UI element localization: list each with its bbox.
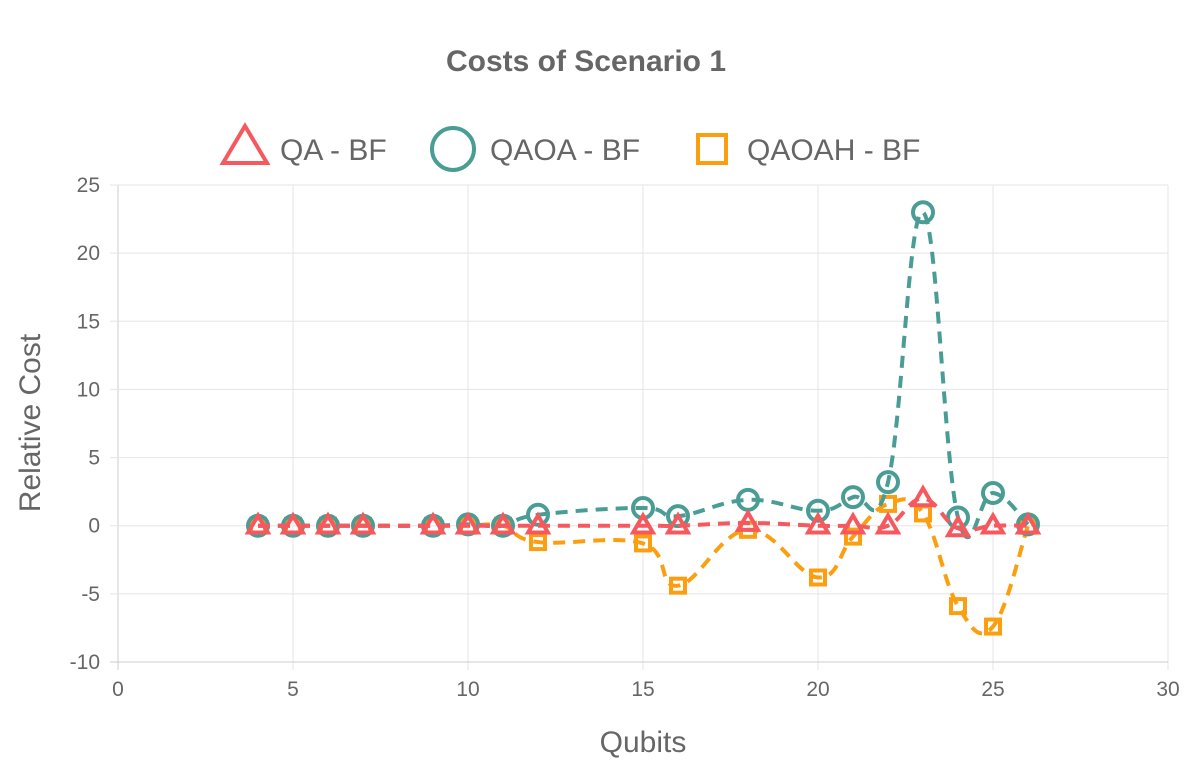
data-point[interactable] xyxy=(944,514,972,538)
y-tick-label: 20 xyxy=(77,242,100,265)
data-point[interactable] xyxy=(244,511,272,535)
x-tick-label: 30 xyxy=(1156,678,1179,701)
data-point[interactable] xyxy=(419,511,447,535)
y-tick-label: 10 xyxy=(77,378,100,401)
y-tick-label: 25 xyxy=(77,174,100,197)
data-point[interactable] xyxy=(669,576,687,595)
data-point[interactable] xyxy=(349,511,377,535)
x-tick-label: 20 xyxy=(806,678,829,701)
data-point[interactable] xyxy=(524,511,552,535)
y-tick-label: 5 xyxy=(88,447,100,470)
data-point[interactable] xyxy=(809,568,827,587)
data-point[interactable] xyxy=(844,527,862,546)
legend-label[interactable]: QA - BF xyxy=(280,134,387,167)
legend-item[interactable]: QAOAH - BF xyxy=(696,133,920,167)
data-point[interactable] xyxy=(454,511,482,535)
y-axis-title: Relative Cost xyxy=(14,333,47,512)
legend-item[interactable]: QAOA - BF xyxy=(430,126,640,172)
grid xyxy=(110,184,1169,670)
legend-marker[interactable] xyxy=(430,126,476,172)
data-point[interactable] xyxy=(839,511,867,535)
x-tick-label: 10 xyxy=(456,678,479,701)
y-tick-label: 0 xyxy=(88,515,100,538)
data-point[interactable] xyxy=(629,511,657,535)
y-tick-label: -10 xyxy=(70,651,100,674)
tick-labels: 0 5 10 15 20 25 30 25 20 15 10 5 0 -5 -10 xyxy=(70,174,1180,701)
data-point[interactable] xyxy=(909,484,937,508)
x-tick-label: 0 xyxy=(112,678,124,701)
legend-marker[interactable] xyxy=(696,133,728,165)
data-point[interactable] xyxy=(279,511,307,535)
x-axis-title: Qubits xyxy=(600,726,687,759)
legend-label[interactable]: QAOAH - BF xyxy=(747,134,920,167)
y-tick-label: 15 xyxy=(77,310,100,333)
legend-marker[interactable] xyxy=(219,122,271,165)
chart-title: Costs of Scenario 1 xyxy=(446,45,726,78)
legend-label[interactable]: QAOA - BF xyxy=(490,134,640,167)
data-point[interactable] xyxy=(911,200,935,225)
x-tick-label: 15 xyxy=(631,678,654,701)
data-point[interactable] xyxy=(979,511,1007,535)
series-group xyxy=(244,200,1042,636)
data-point[interactable] xyxy=(874,511,902,535)
data-point[interactable] xyxy=(804,511,832,535)
x-tick-label: 5 xyxy=(287,678,299,701)
x-tick-label: 25 xyxy=(981,678,1004,701)
data-point[interactable] xyxy=(981,481,1005,506)
data-point[interactable] xyxy=(734,508,762,532)
legend[interactable]: QA - BF QAOA - BF QAOAH - BF xyxy=(219,122,920,172)
data-point[interactable] xyxy=(529,533,547,552)
data-point[interactable] xyxy=(489,511,517,535)
y-tick-label: -5 xyxy=(81,583,100,606)
data-point[interactable] xyxy=(1014,511,1042,535)
data-point[interactable] xyxy=(314,511,342,535)
data-point[interactable] xyxy=(634,534,652,553)
data-point[interactable] xyxy=(984,617,1002,636)
data-point[interactable] xyxy=(876,470,900,495)
data-point[interactable] xyxy=(949,597,967,616)
legend-item[interactable]: QA - BF xyxy=(219,122,387,167)
data-point[interactable] xyxy=(664,511,692,535)
data-point[interactable] xyxy=(841,485,865,510)
data-point[interactable] xyxy=(806,498,830,523)
series-triangle-group xyxy=(244,484,1042,538)
series-line xyxy=(257,496,1029,533)
